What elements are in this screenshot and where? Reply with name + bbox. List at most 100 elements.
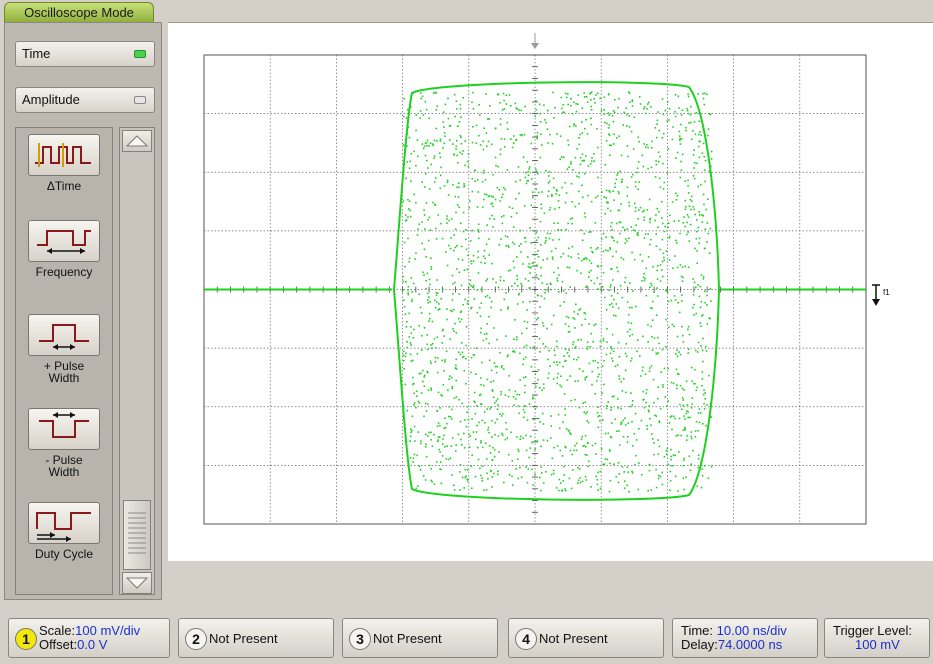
signal-sample-dot (418, 372, 421, 375)
signal-sample-dot (435, 109, 438, 111)
signal-sample-dot (524, 278, 527, 280)
signal-sample-dot (565, 446, 567, 449)
signal-sample-dot (622, 435, 625, 438)
signal-sample-dot (635, 454, 637, 457)
signal-sample-dot (490, 306, 492, 309)
signal-sample-dot (436, 301, 438, 303)
signal-sample-dot (650, 325, 652, 328)
signal-sample-dot (662, 132, 665, 135)
amplitude-selector-button[interactable]: Amplitude (15, 87, 155, 113)
signal-sample-dot (547, 195, 549, 198)
signal-sample-dot (477, 223, 480, 226)
signal-sample-dot (442, 328, 444, 331)
signal-sample-dot (660, 371, 663, 373)
signal-sample-dot (486, 332, 488, 335)
frequency-measurement[interactable]: Frequency (16, 220, 112, 278)
signal-sample-dot (454, 281, 456, 284)
oscilloscope-mode-tab[interactable]: Oscilloscope Mode (4, 2, 154, 22)
signal-sample-dot (572, 317, 574, 319)
signal-sample-dot (437, 436, 440, 438)
scroll-up-button[interactable] (122, 130, 152, 152)
signal-sample-dot (467, 418, 470, 421)
signal-sample-dot (594, 359, 597, 362)
delta-time-measurement[interactable]: ΔTime (16, 134, 112, 192)
signal-sample-dot (435, 294, 438, 297)
signal-sample-dot (446, 422, 448, 425)
signal-sample-dot (425, 455, 428, 458)
channel-2-box[interactable]: 2 Not Present (178, 618, 334, 658)
signal-sample-dot (698, 211, 700, 213)
signal-sample-dot (483, 411, 486, 413)
signal-sample-dot (410, 431, 412, 434)
signal-sample-dot (499, 413, 501, 415)
signal-sample-dot (649, 417, 651, 420)
signal-sample-dot (643, 398, 645, 401)
channel-1-box[interactable]: 1 Scale:100 mV/div Offset:0.0 V (8, 618, 170, 658)
duty-cycle-measurement[interactable]: Duty Cycle (16, 502, 112, 560)
signal-sample-dot (702, 393, 705, 396)
signal-sample-dot (675, 199, 678, 201)
signal-sample-dot (429, 188, 431, 190)
signal-sample-dot (630, 392, 632, 394)
signal-sample-dot (581, 160, 584, 162)
signal-sample-dot (614, 182, 616, 185)
signal-sample-dot (487, 429, 489, 431)
signal-sample-dot (662, 386, 664, 388)
signal-sample-dot (508, 94, 511, 96)
signal-sample-dot (410, 332, 412, 335)
timebase-box[interactable]: Time: 10.00 ns/div Delay:74.0000 ns (672, 618, 818, 658)
negative-pulse-width-measurement[interactable]: - Pulse Width (16, 408, 112, 478)
signal-sample-dot (586, 411, 588, 413)
signal-sample-dot (419, 117, 422, 119)
waveform-display[interactable]: f1 (168, 22, 933, 561)
signal-sample-dot (701, 378, 704, 380)
signal-sample-dot (616, 266, 618, 269)
signal-sample-dot (490, 300, 493, 303)
signal-sample-dot (690, 121, 692, 124)
scroll-down-button[interactable] (122, 572, 152, 594)
signal-sample-dot (488, 359, 491, 362)
signal-sample-dot (518, 109, 520, 111)
signal-sample-dot (611, 357, 613, 360)
signal-sample-dot (697, 145, 700, 148)
time-selector-button[interactable]: Time (15, 41, 155, 67)
channel-3-box[interactable]: 3 Not Present (342, 618, 498, 658)
signal-sample-dot (522, 363, 524, 366)
signal-sample-dot (595, 94, 597, 96)
signal-sample-dot (612, 360, 614, 362)
scroll-thumb[interactable] (123, 500, 151, 570)
signal-sample-dot (507, 246, 510, 248)
signal-sample-dot (631, 357, 633, 360)
measurement-scrollbar[interactable] (119, 127, 155, 595)
signal-sample-dot (698, 214, 701, 216)
signal-sample-dot (549, 206, 552, 209)
signal-sample-dot (426, 272, 429, 275)
signal-sample-dot (427, 435, 429, 437)
channel-status-bar: 1 Scale:100 mV/div Offset:0.0 V 2 Not Pr… (0, 612, 933, 664)
channel-4-box[interactable]: 4 Not Present (508, 618, 664, 658)
signal-sample-dot (609, 247, 611, 249)
signal-sample-dot (446, 215, 448, 217)
signal-sample-dot (507, 395, 510, 398)
signal-sample-dot (602, 463, 604, 466)
signal-sample-dot (653, 401, 655, 404)
signal-sample-dot (575, 110, 578, 113)
positive-pulse-width-measurement[interactable]: + Pulse Width (16, 314, 112, 384)
trigger-level-box[interactable]: Trigger Level: 100 mV (824, 618, 930, 658)
signal-sample-dot (514, 398, 517, 400)
signal-sample-dot (413, 404, 415, 406)
signal-sample-dot (536, 135, 538, 137)
signal-sample-dot (524, 105, 526, 108)
signal-sample-dot (630, 130, 633, 133)
signal-sample-dot (596, 478, 599, 481)
signal-sample-dot (506, 121, 509, 124)
signal-sample-dot (592, 341, 594, 343)
signal-sample-dot (561, 455, 564, 457)
signal-sample-dot (457, 258, 460, 260)
signal-sample-dot (661, 238, 664, 241)
signal-sample-dot (483, 198, 485, 201)
signal-sample-dot (406, 132, 408, 135)
signal-sample-dot (611, 395, 614, 398)
signal-sample-dot (609, 462, 611, 465)
signal-sample-dot (453, 93, 456, 96)
